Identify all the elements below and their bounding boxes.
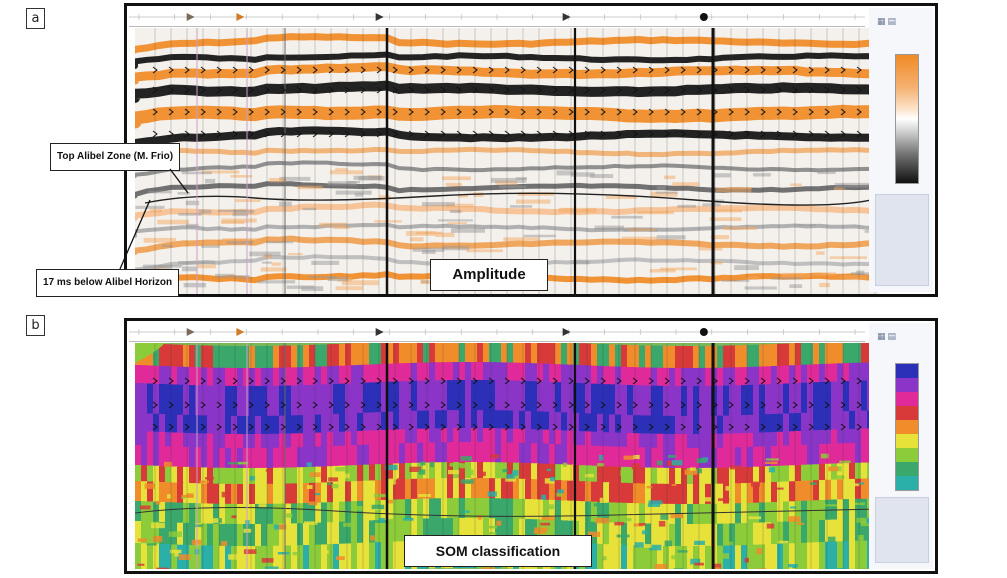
toolbar-icons[interactable]: ▦▤: [877, 331, 899, 341]
amplitude-seismic-display[interactable]: [135, 28, 879, 294]
som-colorbar-panel: ▦▤: [869, 323, 933, 569]
toolbar-icons[interactable]: ▦▤: [877, 16, 899, 26]
som-caption: SOM classification: [404, 535, 592, 567]
panel-a-label: a: [26, 8, 45, 29]
som-colorbar: [895, 363, 919, 491]
amplitude-colorbar: [895, 54, 919, 184]
panel-b-label: b: [26, 315, 45, 336]
som-seismic-display[interactable]: [135, 343, 879, 569]
amplitude-colorbar-panel: ▦▤: [869, 8, 933, 292]
trace-ruler[interactable]: [129, 323, 865, 342]
top-horizon-annotation: Top Alibel Zone (M. Frio): [50, 143, 181, 171]
amplitude-section: ▦▤: [124, 3, 938, 297]
som-section: ▦▤: [124, 318, 938, 574]
sidebar-panel: [875, 497, 929, 563]
below-horizon-annotation: 17 ms below Alibel Horizon: [36, 269, 180, 297]
sidebar-panel: [875, 194, 929, 286]
amplitude-caption: Amplitude: [430, 259, 548, 291]
trace-ruler[interactable]: [129, 8, 865, 27]
